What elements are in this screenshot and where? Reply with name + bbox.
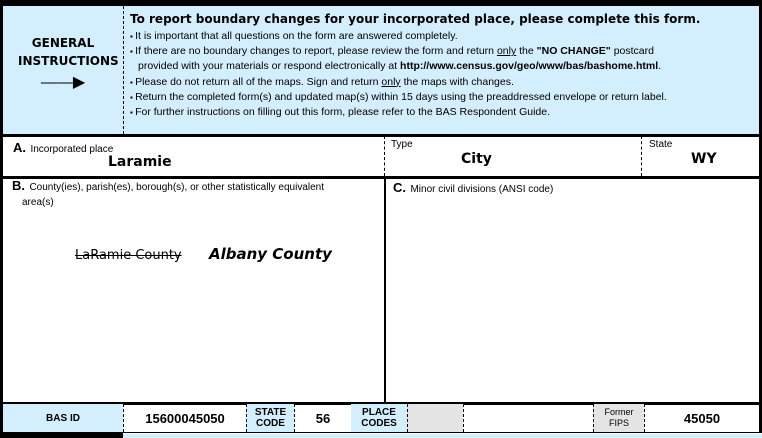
state-code-value: 56	[294, 404, 351, 432]
bas-url-link[interactable]: http://www.census.gov/geo/www/bas/bashom…	[400, 60, 659, 73]
place-code-cell	[463, 404, 593, 432]
divider	[384, 136, 385, 176]
instruction-item: It is important that all questions on th…	[130, 29, 700, 44]
type-value[interactable]: City	[461, 151, 492, 167]
section-a-label: A. Incorporated place	[13, 140, 114, 155]
place-codes-label: PLACE CODES	[351, 404, 407, 432]
state-value[interactable]: WY	[691, 151, 717, 167]
former-fips-label: Former FIPS	[593, 404, 644, 432]
incorporated-place-value[interactable]: Laramie	[108, 154, 172, 170]
codes-row: BAS ID 15600045050 STATE CODE 56 PLACE COD…	[0, 404, 762, 433]
section-c-label: C. Minor civil divisions (ANSI code)	[393, 180, 554, 195]
instruction-item: If there are no boundary changes to repo…	[130, 44, 700, 59]
top-rule	[0, 0, 762, 4]
general-instructions-heading: GENERAL INSTRUCTIONS ——▶	[3, 6, 123, 134]
instruction-item: provided with your materials or respond …	[138, 60, 662, 73]
instruction-item: Return the completed form(s) and updated…	[130, 90, 700, 105]
section-a-row: A. Incorporated place Laramie Type City …	[0, 136, 762, 179]
instructions-panel: GENERAL INSTRUCTIONS ——▶ To report bound…	[0, 3, 762, 137]
section-bc-row: B. County(ies), parish(es), borough(s), …	[0, 176, 762, 405]
instruction-item: Please do not return all of the maps. Si…	[130, 75, 700, 90]
divider	[384, 176, 386, 402]
instructions-title: To report boundary changes for your inco…	[130, 12, 701, 26]
instruction-item: For further instructions on filling out …	[130, 105, 700, 120]
bottom-band	[123, 434, 762, 438]
state-label: State	[649, 139, 673, 150]
bas-id-label: BAS ID	[3, 404, 123, 432]
place-code-cell	[407, 404, 463, 432]
divider	[123, 6, 124, 134]
type-label: Type	[391, 139, 413, 150]
arrow-right-icon: ——▶	[40, 74, 86, 91]
instructions-text: To report boundary changes for your inco…	[130, 12, 700, 120]
struck-county: LaRamie County	[75, 248, 182, 263]
section-b-label: B. County(ies), parish(es), borough(s), …	[12, 178, 325, 208]
handwritten-county[interactable]: Albany County	[209, 245, 332, 263]
state-code-label: STATE CODE	[246, 404, 294, 432]
bottom-rule	[0, 433, 123, 438]
heading-text: GENERAL INSTRUCTIONS	[18, 36, 119, 68]
former-fips-value: 45050	[644, 404, 759, 432]
divider	[641, 136, 642, 176]
bas-id-value: 15600045050	[123, 404, 246, 432]
